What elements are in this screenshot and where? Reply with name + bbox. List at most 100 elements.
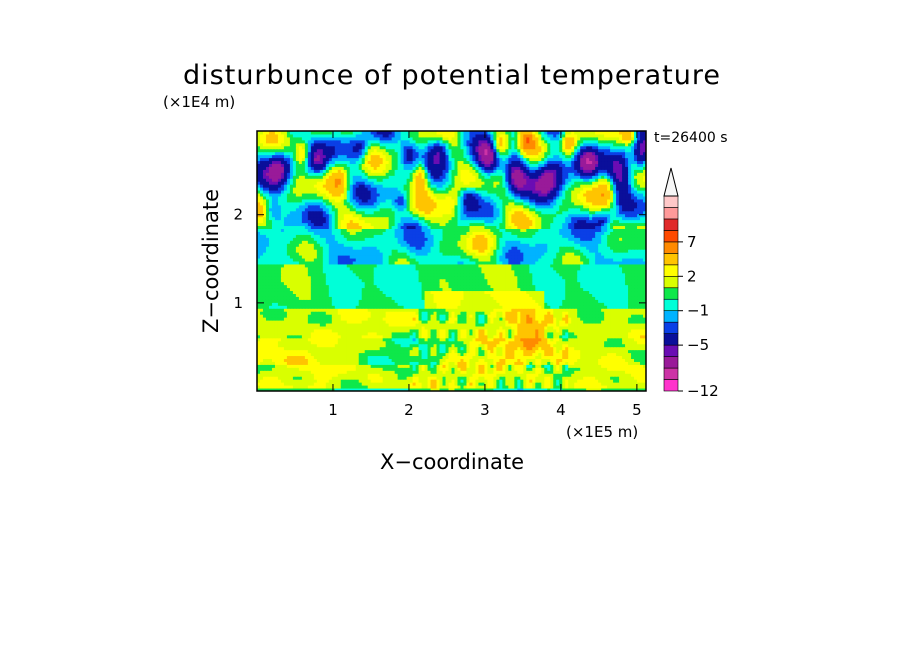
heatmap-cell: [571, 346, 575, 351]
heatmap-cell: [379, 355, 384, 359]
heatmap-cell: [475, 355, 479, 359]
heatmap-cell: [532, 305, 536, 309]
heatmap-cell: [478, 379, 482, 383]
heatmap-cell: [607, 358, 611, 362]
heatmap-cell: [514, 373, 518, 377]
heatmap-cell: [505, 317, 509, 321]
heatmap-cell: [391, 361, 396, 365]
heatmap-cell: [292, 367, 297, 371]
heatmap-cell: [403, 340, 408, 345]
heatmap-cell: [526, 320, 530, 324]
heatmap-cell: [592, 355, 596, 359]
heatmap-cell: [391, 328, 396, 333]
heatmap-cell: [463, 296, 467, 300]
heatmap-cell: [406, 382, 411, 386]
heatmap-cell: [415, 361, 420, 365]
heatmap-cell: [643, 343, 646, 348]
heatmap-cell: [322, 302, 327, 306]
heatmap-cell: [370, 352, 375, 357]
heatmap-cell: [442, 340, 447, 345]
heatmap-cell: [547, 293, 551, 297]
heatmap-cell: [481, 358, 485, 362]
heatmap-cell: [598, 281, 602, 286]
heatmap-cell: [280, 326, 285, 330]
heatmap-cell: [457, 358, 461, 362]
heatmap-cell: [538, 385, 542, 389]
heatmap-cell: [334, 337, 339, 342]
heatmap-cell: [610, 320, 614, 324]
heatmap-cell: [574, 317, 578, 321]
heatmap-cell: [301, 317, 306, 321]
heatmap-cell: [559, 328, 563, 333]
heatmap-cell: [364, 317, 369, 321]
heatmap-cell: [310, 281, 315, 286]
heatmap-cell: [268, 320, 273, 324]
heatmap-cell: [421, 287, 426, 292]
heatmap-cell: [607, 349, 611, 354]
heatmap-cell: [586, 317, 590, 321]
heatmap-cell: [469, 352, 473, 357]
heatmap-cell: [355, 382, 360, 386]
heatmap-cell: [493, 320, 497, 324]
heatmap-cell: [301, 331, 306, 336]
heatmap-cell: [376, 296, 381, 300]
heatmap-cell: [271, 314, 276, 318]
heatmap-cell: [454, 323, 458, 327]
heatmap-cell: [544, 355, 548, 359]
heatmap-cell: [289, 328, 294, 333]
heatmap-cell: [487, 334, 491, 339]
heatmap-cell: [409, 337, 414, 342]
heatmap-cell: [475, 385, 479, 389]
heatmap-cell: [640, 367, 644, 371]
heatmap-cell: [502, 337, 506, 342]
heatmap-cell: [376, 337, 381, 342]
heatmap-cell: [577, 388, 581, 391]
heatmap-cell: [574, 376, 578, 380]
heatmap-cell: [316, 308, 321, 312]
heatmap-cell: [349, 326, 354, 330]
heatmap-cell: [304, 367, 309, 371]
heatmap-cell: [607, 317, 611, 321]
heatmap-cell: [373, 278, 378, 283]
heatmap-cell: [478, 355, 482, 359]
heatmap-cell: [580, 317, 584, 321]
heatmap-cell: [535, 293, 539, 297]
heatmap-cell: [313, 358, 318, 362]
heatmap-cell: [421, 349, 426, 354]
heatmap-cell: [589, 326, 593, 330]
heatmap-cell: [376, 373, 381, 377]
heatmap-cell: [475, 370, 479, 374]
heatmap-cell: [643, 305, 646, 309]
heatmap-cell: [448, 385, 452, 389]
heatmap-cell: [454, 355, 458, 359]
heatmap-cell: [277, 355, 282, 359]
heatmap-cell: [622, 337, 626, 342]
heatmap-cell: [568, 337, 572, 342]
heatmap-cell: [538, 331, 542, 336]
heatmap-cell: [352, 275, 357, 280]
heatmap-cell: [511, 358, 515, 362]
heatmap-cell: [529, 343, 533, 348]
heatmap-cell: [535, 346, 539, 351]
heatmap-cell: [616, 296, 620, 300]
heatmap-cell: [523, 290, 527, 294]
heatmap-cell: [622, 328, 626, 333]
heatmap-cell: [370, 385, 375, 389]
heatmap-cell: [619, 323, 623, 327]
heatmap-cell: [388, 364, 393, 368]
heatmap-cell: [550, 334, 554, 339]
heatmap-cell: [526, 334, 530, 339]
heatmap-cell: [370, 367, 375, 371]
heatmap-cell: [349, 323, 354, 327]
heatmap-cell: [514, 284, 518, 289]
heatmap-cell: [562, 290, 566, 294]
heatmap-cell: [382, 317, 387, 321]
heatmap-cell: [595, 388, 599, 391]
heatmap-cell: [445, 293, 450, 297]
heatmap-cell: [466, 290, 470, 294]
heatmap-cell: [394, 275, 399, 280]
heatmap-cell: [643, 364, 646, 368]
heatmap-cell: [391, 323, 396, 327]
heatmap-cell: [532, 320, 536, 324]
heatmap-cell: [484, 382, 488, 386]
